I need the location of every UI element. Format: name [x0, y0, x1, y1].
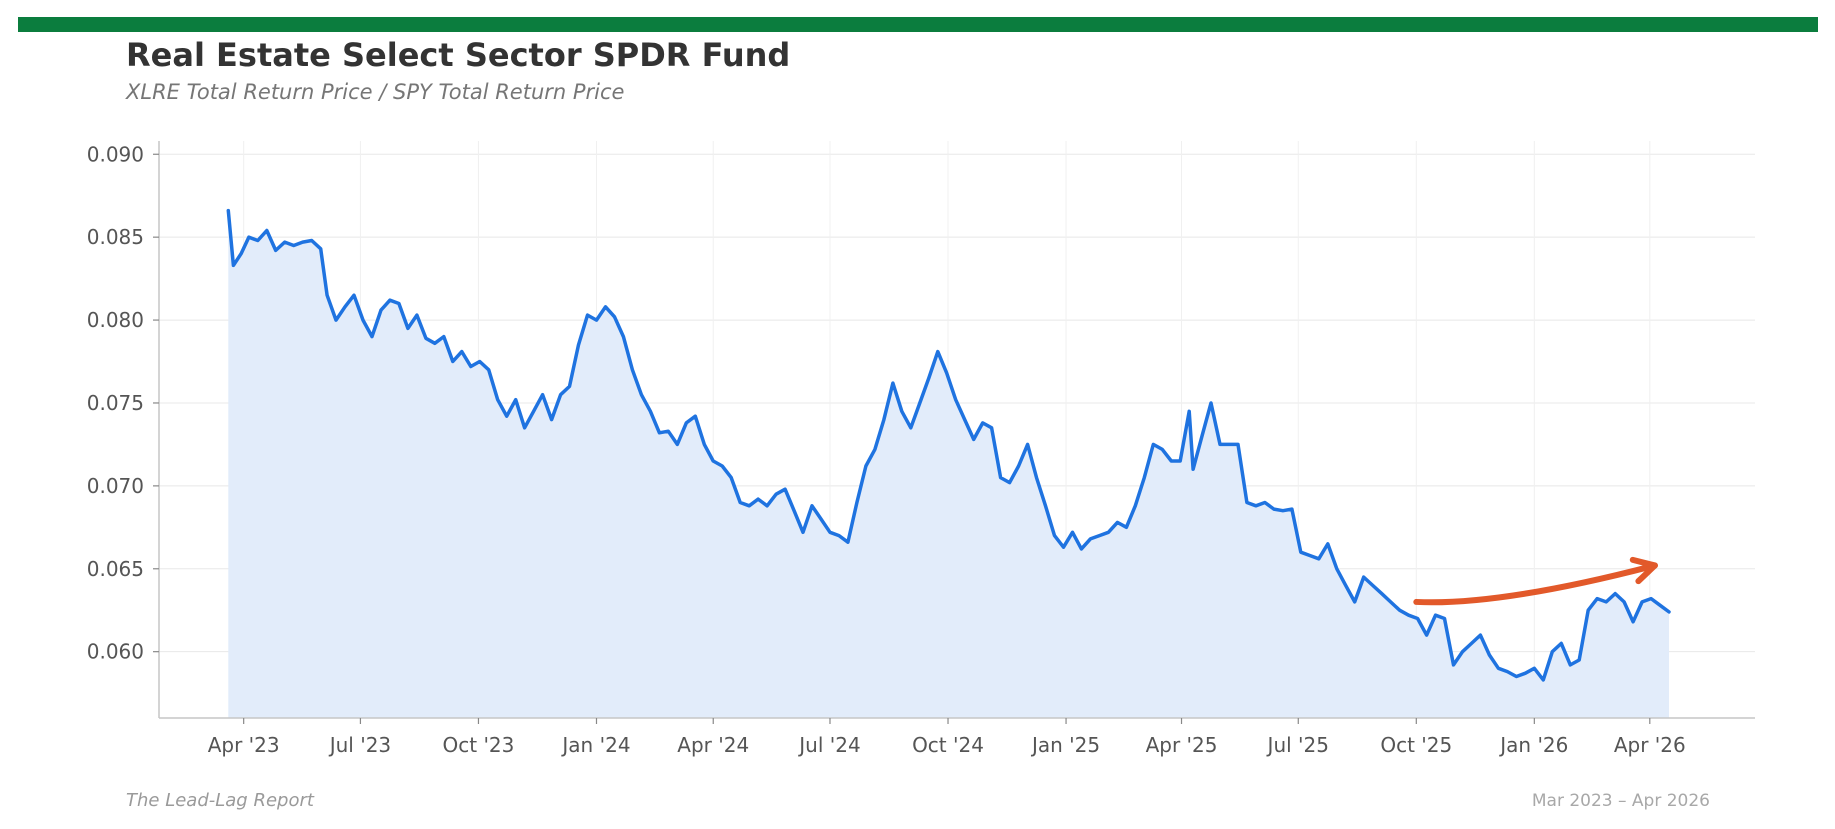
- x-tick-label: Jan '26: [1498, 733, 1568, 757]
- trend-arrow-shaft: [1413, 562, 1658, 606]
- x-tick-label: Oct '24: [912, 733, 984, 757]
- x-tick-label: Jan '25: [1030, 733, 1100, 757]
- x-tick-label: Jul '24: [797, 733, 860, 757]
- x-axis-ticks: Apr '23 Jul '23 Oct '23 Jan '24 Apr '24 Jul '…: [208, 718, 1686, 757]
- date-range-label: Mar 2023 – Apr 2026: [1531, 791, 1710, 811]
- y-tick-label: 0.075: [87, 391, 144, 415]
- x-tick-label: Oct '25: [1380, 733, 1452, 757]
- x-tick-label: Apr '23: [208, 733, 280, 757]
- x-tick-label: Apr '26: [1614, 733, 1686, 757]
- area-fill-layer: [228, 210, 1669, 718]
- trend-arrow-layer: [1413, 556, 1658, 606]
- brand-color-bar: [18, 17, 1818, 32]
- y-tick-label: 0.070: [87, 474, 144, 498]
- x-tick-label: Jul '23: [328, 733, 391, 757]
- x-tick-label: Jan '24: [560, 733, 630, 757]
- y-tick-label: 0.060: [87, 640, 144, 664]
- y-tick-label: 0.080: [87, 308, 144, 332]
- x-tick-label: Jul '25: [1266, 733, 1329, 757]
- series-line: [226, 208, 1671, 682]
- x-tick-label: Oct '23: [443, 733, 515, 757]
- series-area-fill: [228, 210, 1669, 718]
- chart-title: Real Estate Select Sector SPDR Fund: [126, 36, 791, 74]
- chart-subtitle: XLRE Total Return Price / SPY Total Retu…: [126, 80, 625, 104]
- x-tick-label: Apr '24: [677, 733, 749, 757]
- x-tick-label: Apr '25: [1146, 733, 1218, 757]
- trend-arrow-head: [1629, 556, 1658, 585]
- y-tick-label: 0.065: [87, 557, 144, 581]
- y-tick-label: 0.085: [87, 225, 144, 249]
- series-line-layer: [226, 208, 1671, 682]
- y-axis-ticks: 0.060 0.065 0.070 0.075 0.080 0.085 0.090: [87, 142, 159, 664]
- y-tick-label: 0.090: [87, 142, 144, 166]
- source-credit: The Lead-Lag Report: [126, 790, 314, 811]
